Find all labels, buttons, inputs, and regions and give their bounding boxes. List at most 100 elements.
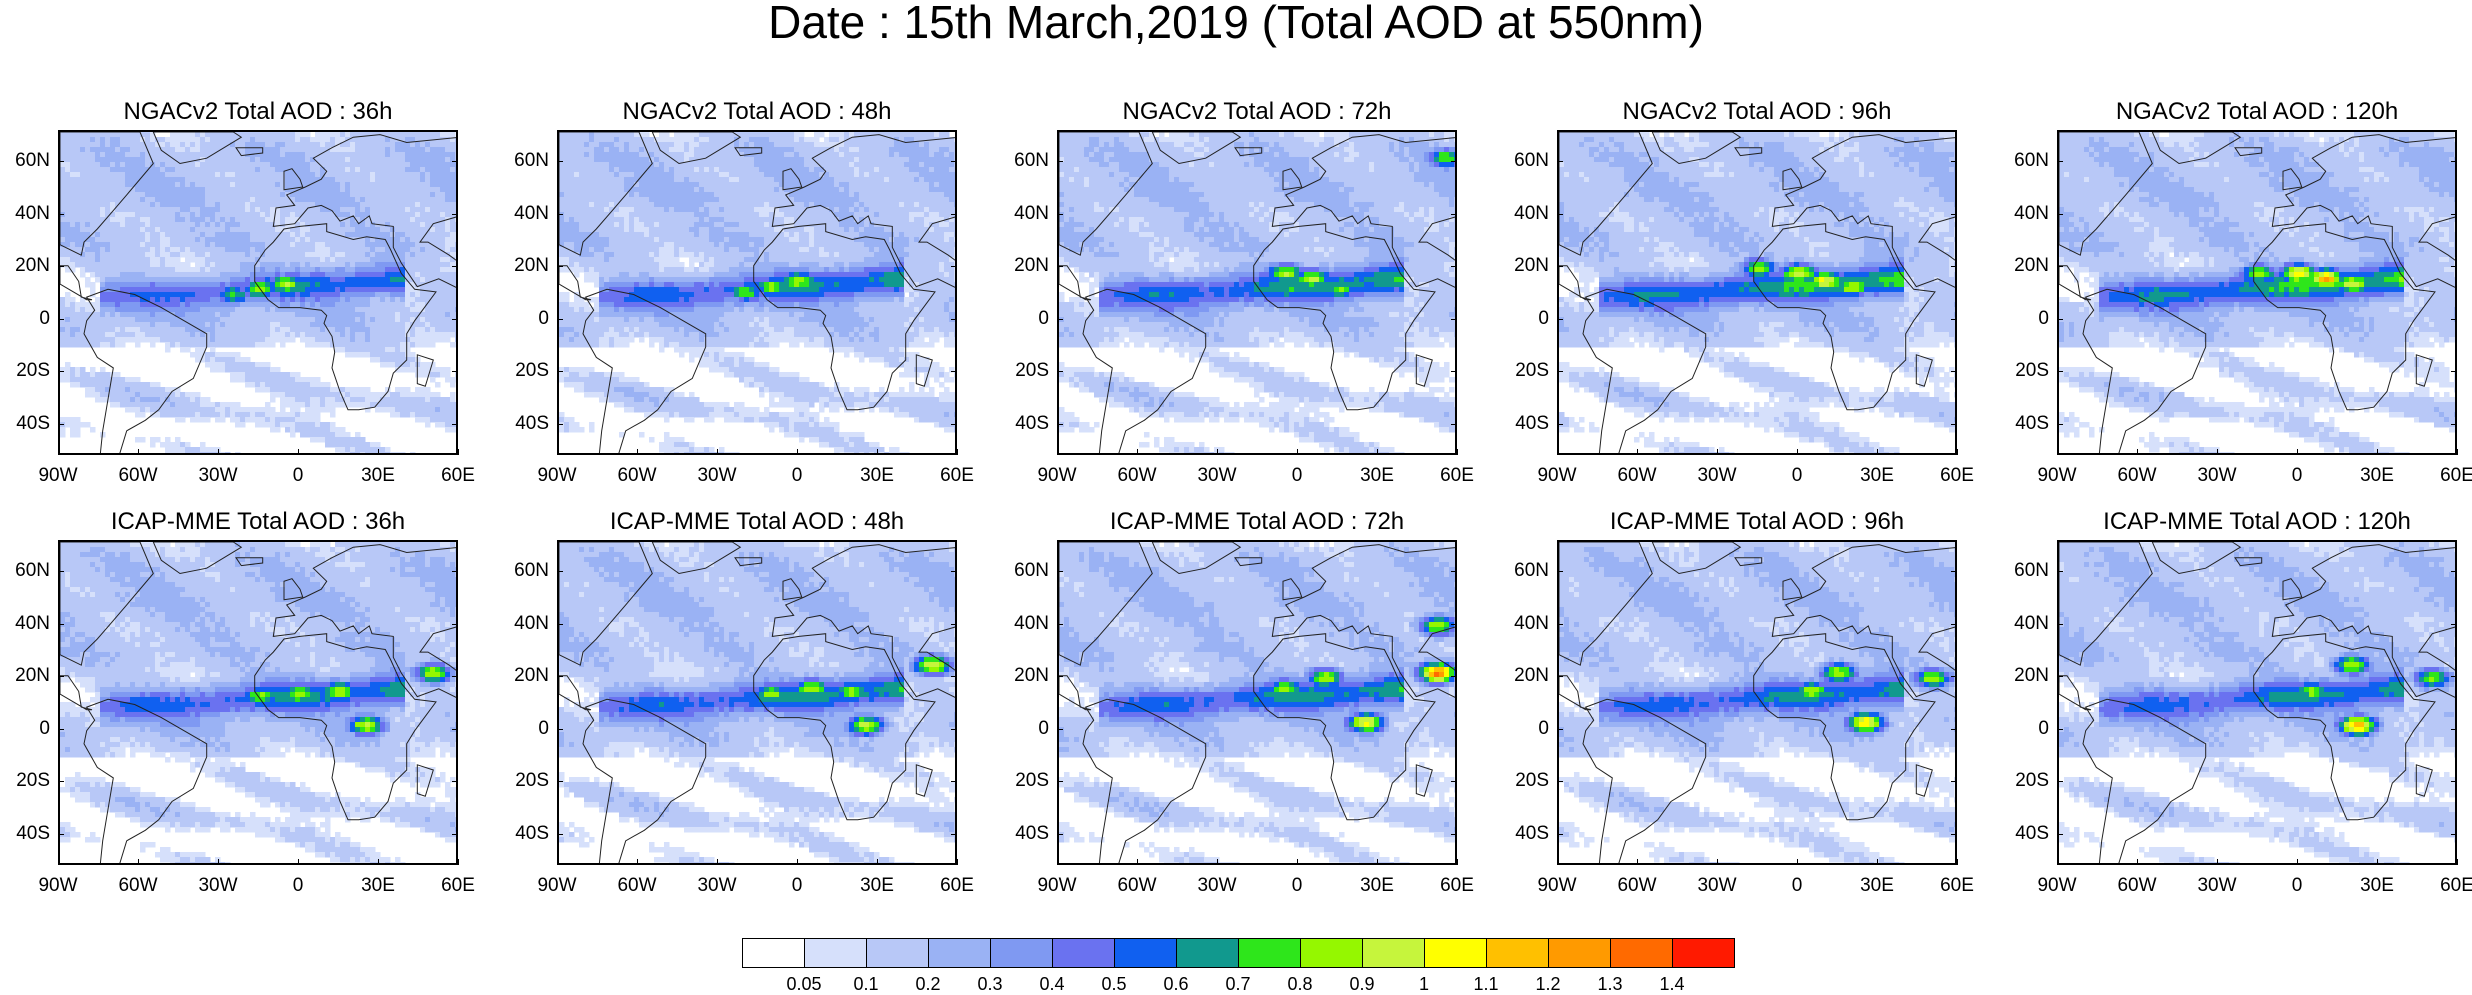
lon-tick bbox=[877, 449, 878, 455]
lon-tick-label: 30W bbox=[1687, 465, 1747, 487]
lat-tick bbox=[452, 319, 458, 320]
lon-tick-label: 0 bbox=[767, 875, 827, 897]
lon-tick-label: 60E bbox=[927, 875, 987, 897]
lat-tick-label: 20S bbox=[2, 360, 50, 382]
lat-tick bbox=[2057, 624, 2063, 625]
lat-tick bbox=[557, 624, 563, 625]
lat-tick bbox=[452, 371, 458, 372]
lon-tick bbox=[1957, 449, 1958, 455]
aod-map bbox=[1557, 130, 1957, 455]
lon-tick bbox=[1217, 449, 1218, 455]
panel-title: NGACv2 Total AOD : 96h bbox=[1557, 98, 1957, 126]
lat-tick bbox=[951, 161, 957, 162]
lat-tick-label: 40N bbox=[501, 613, 549, 635]
lat-tick-label: 0 bbox=[2001, 308, 2049, 330]
lat-tick-label: 40N bbox=[2001, 613, 2049, 635]
lat-tick bbox=[1057, 624, 1063, 625]
lat-tick bbox=[2451, 676, 2457, 677]
lat-tick bbox=[2451, 266, 2457, 267]
lat-tick-label: 0 bbox=[1501, 718, 1549, 740]
lat-tick-label: 60N bbox=[2, 560, 50, 582]
panel-title: ICAP-MME Total AOD : 72h bbox=[1057, 508, 1457, 536]
colorbar-label: 1.1 bbox=[1456, 974, 1516, 995]
lat-tick-label: 40S bbox=[1501, 823, 1549, 845]
panel-title: NGACv2 Total AOD : 120h bbox=[2057, 98, 2457, 126]
lon-tick-label: 30W bbox=[1187, 875, 1247, 897]
lat-tick bbox=[452, 424, 458, 425]
lat-tick bbox=[58, 371, 64, 372]
lon-tick bbox=[957, 449, 958, 455]
lon-tick-label: 0 bbox=[2267, 875, 2327, 897]
lat-tick bbox=[58, 424, 64, 425]
lat-tick bbox=[557, 266, 563, 267]
colorbar-swatch bbox=[1238, 938, 1301, 968]
lat-tick-label: 60N bbox=[1001, 150, 1049, 172]
lat-tick bbox=[1557, 571, 1563, 572]
lat-tick bbox=[1451, 319, 1457, 320]
panel-title: NGACv2 Total AOD : 72h bbox=[1057, 98, 1457, 126]
lat-tick-label: 20S bbox=[2001, 360, 2049, 382]
lat-tick-label: 0 bbox=[501, 308, 549, 330]
lat-tick bbox=[951, 729, 957, 730]
lat-tick-label: 40N bbox=[2, 613, 50, 635]
lat-tick bbox=[1557, 834, 1563, 835]
lat-tick-label: 40S bbox=[2, 823, 50, 845]
lon-tick bbox=[1297, 859, 1298, 865]
colorbar-label: 0.1 bbox=[836, 974, 896, 995]
colorbar-swatch bbox=[742, 938, 805, 968]
lat-tick bbox=[1451, 729, 1457, 730]
lat-tick bbox=[1951, 371, 1957, 372]
lat-tick bbox=[452, 676, 458, 677]
aod-map bbox=[58, 540, 458, 865]
colorbar-swatch bbox=[1052, 938, 1115, 968]
colorbar-swatch bbox=[866, 938, 929, 968]
aod-field-svg bbox=[2059, 542, 2457, 865]
lat-tick-label: 0 bbox=[2001, 718, 2049, 740]
lat-tick-label: 60N bbox=[2001, 150, 2049, 172]
lon-tick-label: 30W bbox=[2187, 875, 2247, 897]
lat-tick-label: 20N bbox=[1501, 665, 1549, 687]
lon-tick-label: 60W bbox=[607, 465, 667, 487]
colorbar-swatch bbox=[990, 938, 1053, 968]
aod-field-svg bbox=[1059, 132, 1457, 455]
lat-tick bbox=[2057, 571, 2063, 572]
lat-tick-label: 40S bbox=[2001, 823, 2049, 845]
aod-map bbox=[1057, 130, 1457, 455]
lon-tick bbox=[2297, 449, 2298, 455]
lon-tick-label: 60W bbox=[607, 875, 667, 897]
aod-map bbox=[2057, 540, 2457, 865]
lat-tick bbox=[1557, 319, 1563, 320]
lon-tick-label: 30W bbox=[687, 875, 747, 897]
lat-tick bbox=[58, 319, 64, 320]
lon-tick bbox=[2217, 449, 2218, 455]
lat-tick bbox=[1057, 214, 1063, 215]
lat-tick bbox=[1951, 729, 1957, 730]
lon-tick-label: 0 bbox=[1767, 465, 1827, 487]
lat-tick bbox=[2451, 214, 2457, 215]
lat-tick bbox=[2451, 371, 2457, 372]
lat-tick bbox=[452, 266, 458, 267]
lon-tick bbox=[58, 449, 59, 455]
colorbar-label: 0.9 bbox=[1332, 974, 1392, 995]
aod-field-svg bbox=[559, 542, 957, 865]
lon-tick-label: 30E bbox=[847, 465, 907, 487]
lon-tick bbox=[1877, 859, 1878, 865]
lat-tick-label: 40N bbox=[501, 203, 549, 225]
lat-tick bbox=[1951, 624, 1957, 625]
lat-tick bbox=[951, 676, 957, 677]
lat-tick-label: 20S bbox=[501, 360, 549, 382]
lat-tick bbox=[1557, 781, 1563, 782]
lat-tick bbox=[1057, 781, 1063, 782]
lat-tick bbox=[1451, 624, 1457, 625]
lon-tick bbox=[557, 449, 558, 455]
lon-tick-label: 30W bbox=[188, 465, 248, 487]
lon-tick bbox=[218, 449, 219, 455]
lat-tick bbox=[1451, 781, 1457, 782]
lon-tick-label: 60E bbox=[1427, 875, 1487, 897]
lat-tick bbox=[1557, 424, 1563, 425]
lat-tick bbox=[951, 781, 957, 782]
